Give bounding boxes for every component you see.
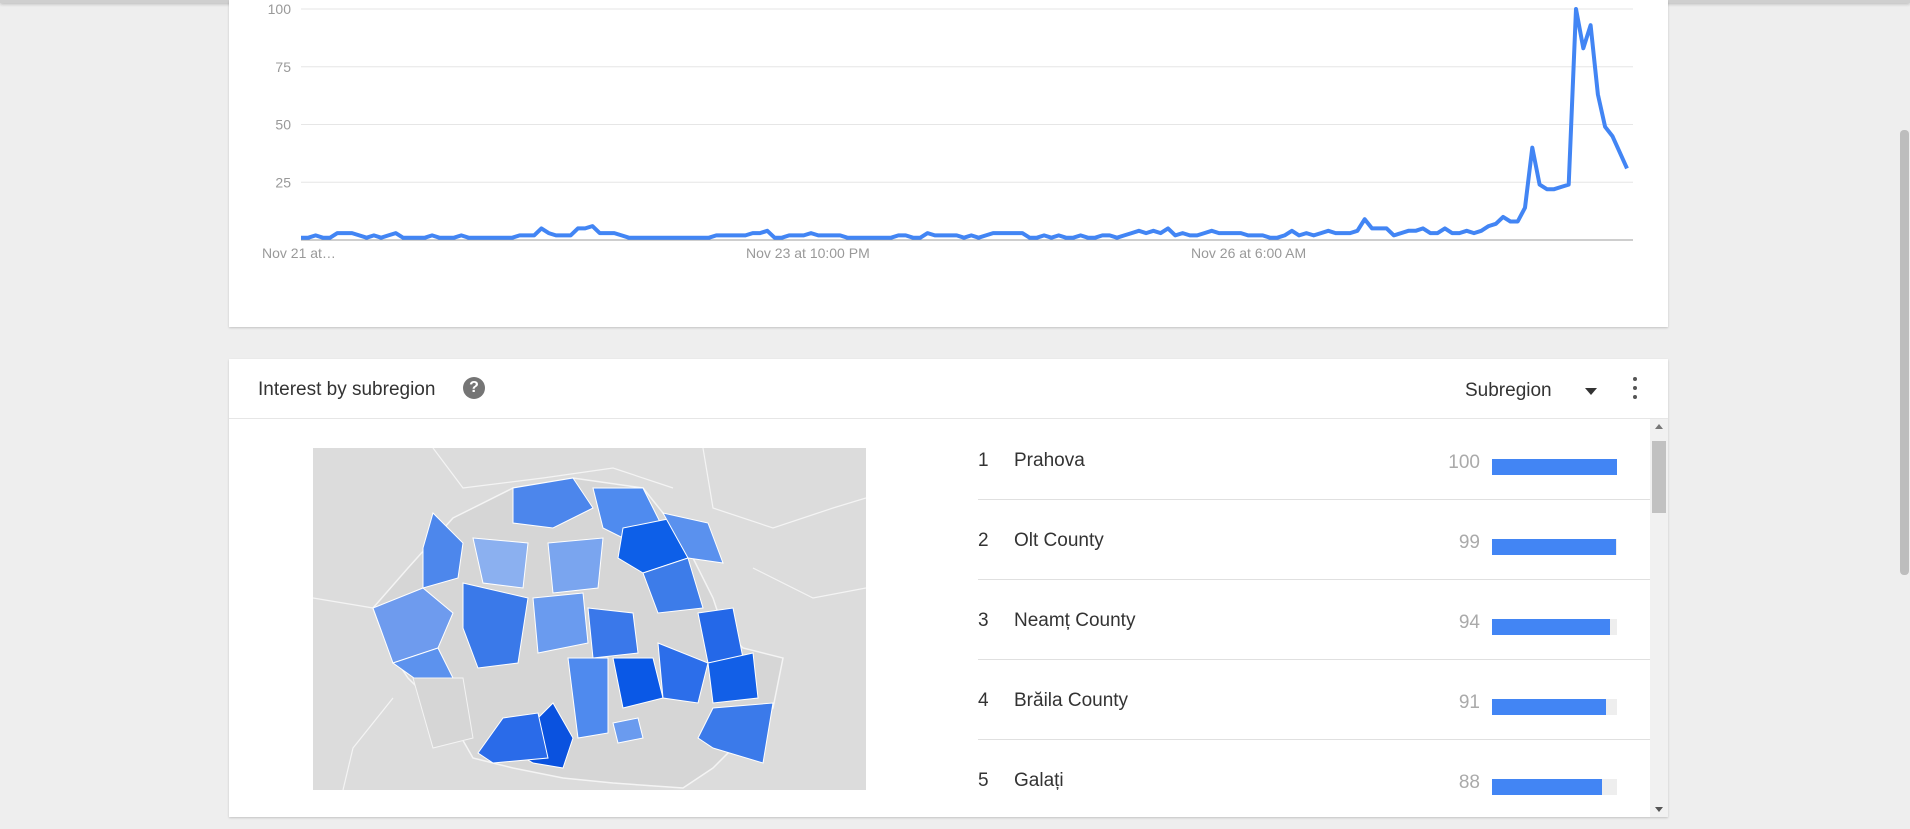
page-scrollbar-thumb[interactable] [1900,130,1909,575]
y-tick-label: 100 [268,1,292,17]
rank-number: 2 [978,530,989,551]
interest-bar-fill [1492,459,1617,475]
subregion-selector[interactable]: Subregion [1465,375,1625,405]
x-tick-label: Nov 21 at… [262,245,336,261]
interest-bar-fill [1492,619,1610,635]
list-item[interactable]: 4 Brăila County 91 [978,659,1650,740]
scroll-down-icon[interactable] [1655,807,1663,812]
interest-over-time-card: 25 50 75 100 Nov 21 at… Nov 23 at 10:00 PM Nov… [229,0,1668,327]
interest-bar-fill [1492,539,1616,555]
y-tick-label: 75 [275,59,291,75]
card-header: Interest by subregion ? Subregion [229,359,1668,419]
list-item[interactable]: 5 Galați 88 [978,739,1650,817]
interest-bar [1492,459,1617,475]
caret-down-icon [1585,388,1597,395]
region-name[interactable]: Neamț County [1014,610,1136,631]
x-tick-label: Nov 26 at 6:00 AM [1191,245,1306,261]
list-item[interactable]: 3 Neamț County 94 [978,579,1650,660]
series-line[interactable] [301,7,1629,240]
region-name[interactable]: Prahova [1014,450,1085,471]
interest-bar [1492,539,1617,555]
interest-bar [1492,779,1617,795]
list-item[interactable]: 1 Prahova 100 [978,419,1650,500]
interest-bar [1492,619,1617,635]
list-scrollbar[interactable] [1650,419,1668,817]
interest-value: 88 [1458,772,1480,793]
region-name[interactable]: Olt County [1014,530,1104,551]
rank-number: 1 [978,450,989,471]
interest-over-time-chart: 25 50 75 100 Nov 21 at… Nov 23 at 10:00 PM Nov… [262,1,1633,261]
interest-value: 100 [1448,452,1480,473]
interest-by-subregion-card: Interest by subregion ? Subregion [229,359,1668,817]
interest-bar-fill [1492,779,1602,795]
card-title: Interest by subregion [258,379,436,400]
interest-value: 91 [1458,692,1480,713]
rank-number: 4 [978,690,989,711]
list-item[interactable]: 2 Olt County 99 [978,499,1650,580]
scrollbar-thumb[interactable] [1652,441,1666,513]
rank-number: 5 [978,770,989,791]
subregion-selector-label: Subregion [1465,380,1552,401]
interest-bar [1492,699,1617,715]
region-name[interactable]: Brăila County [1014,690,1129,711]
subregion-list: 1 Prahova 100 2 Olt County 99 3 Neamț County 94 4… [978,419,1650,817]
y-tick-label: 25 [275,174,291,190]
interest-value: 94 [1458,612,1480,633]
subregion-map[interactable] [312,447,867,791]
scroll-up-icon[interactable] [1655,424,1663,429]
x-tick-label: Nov 23 at 10:00 PM [746,245,870,261]
y-tick-label: 50 [275,117,291,133]
more-vert-icon[interactable] [1629,377,1641,401]
region-name[interactable]: Galați [1014,770,1064,791]
interest-value: 99 [1458,532,1480,553]
help-icon[interactable]: ? [463,377,485,399]
rank-number: 3 [978,610,989,631]
interest-bar-fill [1492,699,1606,715]
